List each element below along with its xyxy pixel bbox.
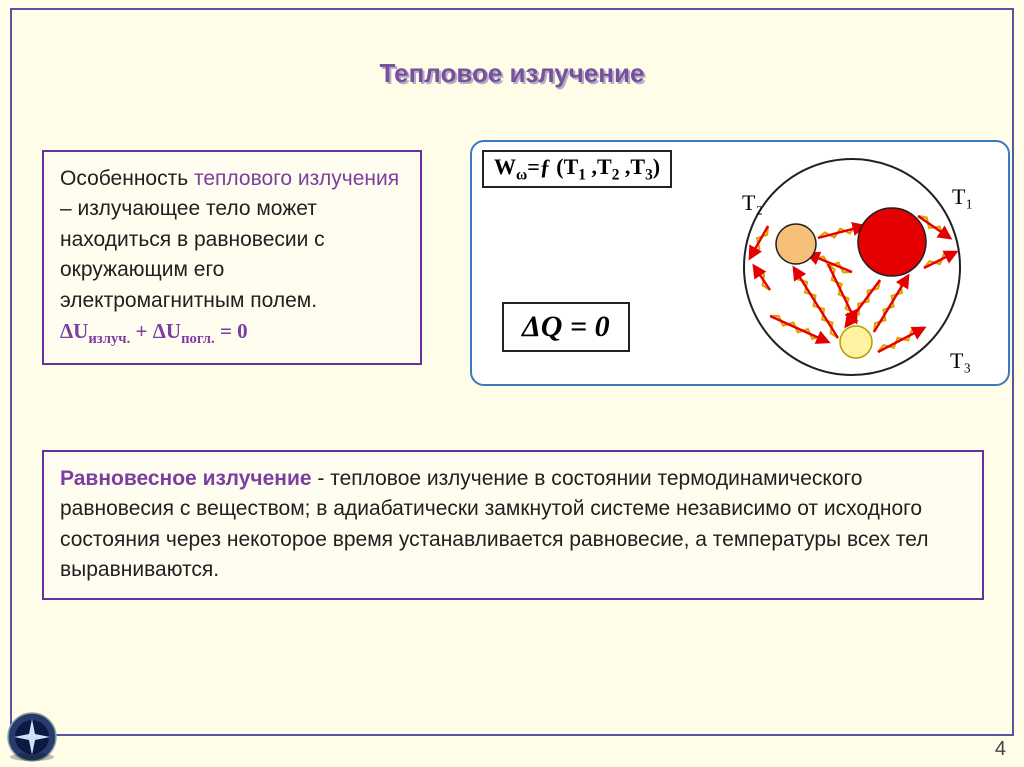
svg-text:T₂: T₂ bbox=[742, 190, 763, 215]
feature-keyword: теплового излучения bbox=[194, 167, 399, 190]
slide-frame: Тепловое излучение Тепловое излучение Ос… bbox=[10, 8, 1014, 736]
title-text: Тепловое излучение bbox=[12, 58, 1012, 89]
spectral-density-formula: Wω=ƒ (T1 ,T2 ,T3) bbox=[482, 150, 672, 188]
svg-text:T₃: T₃ bbox=[950, 348, 971, 373]
diagram-panel: Wω=ƒ (T1 ,T2 ,T3) ΔQ = 0 T₁ T₂ T₃ bbox=[470, 140, 1010, 386]
feature-box: Особенность теплового излучения – излуча… bbox=[42, 150, 422, 365]
feature-text-2: – излучающее тело может находиться в рав… bbox=[60, 197, 325, 311]
equilibrium-box: Равновесное излучение - тепловое излучен… bbox=[42, 450, 984, 600]
equilibrium-keyword: Равновесное излучение bbox=[60, 467, 312, 490]
page-number: 4 bbox=[995, 738, 1006, 761]
institution-logo-icon bbox=[6, 711, 58, 763]
energy-balance-formula: ΔUизлуч. + ΔUпогл. = 0 bbox=[60, 319, 248, 343]
svg-text:T₁: T₁ bbox=[952, 184, 973, 209]
feature-text-1: Особенность bbox=[60, 167, 194, 190]
delta-q-formula: ΔQ = 0 bbox=[502, 302, 630, 352]
